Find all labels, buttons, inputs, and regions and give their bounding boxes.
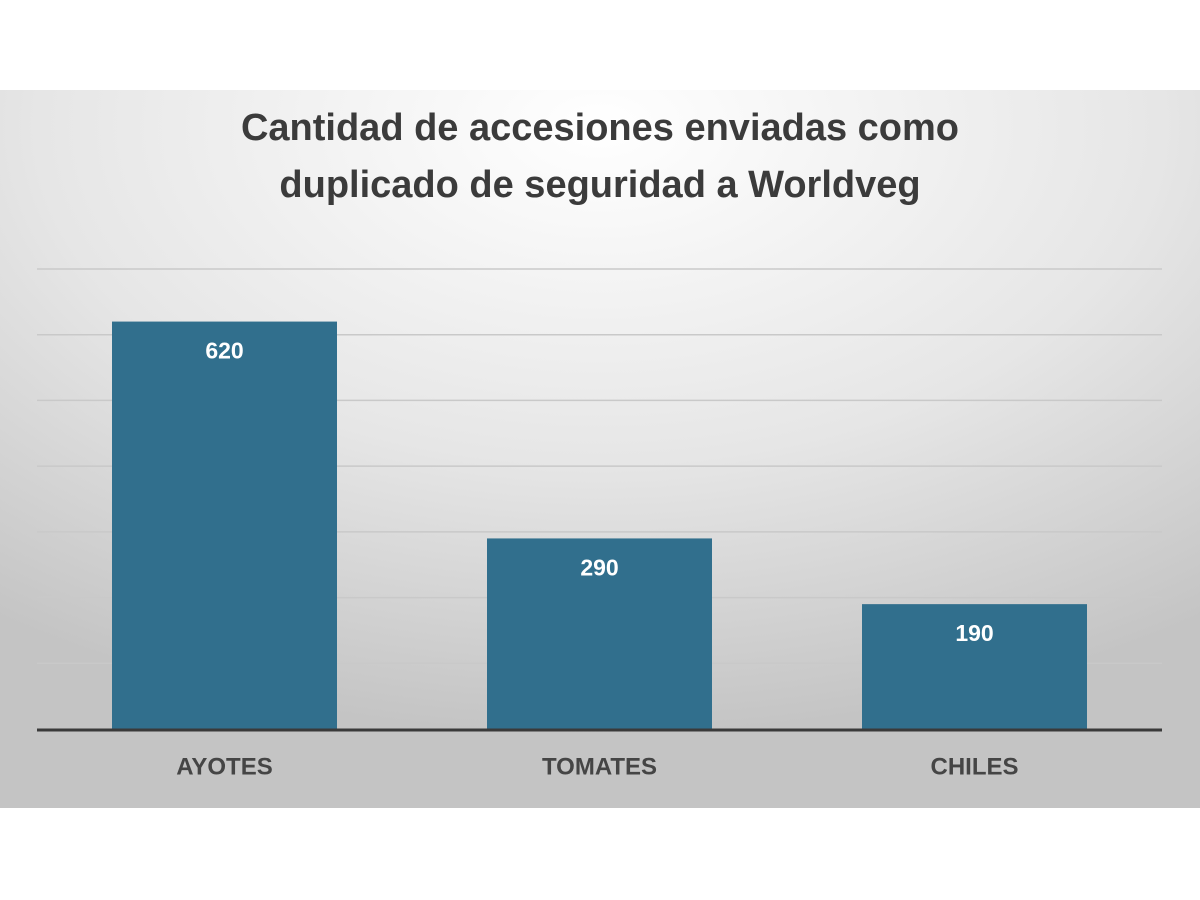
data-label: 190 <box>955 620 993 646</box>
bar <box>112 321 337 729</box>
bar <box>487 538 712 729</box>
data-label: 290 <box>580 555 618 581</box>
x-tick-label: TOMATES <box>542 753 657 780</box>
x-tick-label: CHILES <box>930 753 1018 780</box>
chart-title: Cantidad de accesiones enviadas como dup… <box>240 107 960 206</box>
bar <box>862 604 1087 729</box>
x-tick-label: AYOTES <box>176 753 272 780</box>
data-label: 620 <box>205 338 243 364</box>
